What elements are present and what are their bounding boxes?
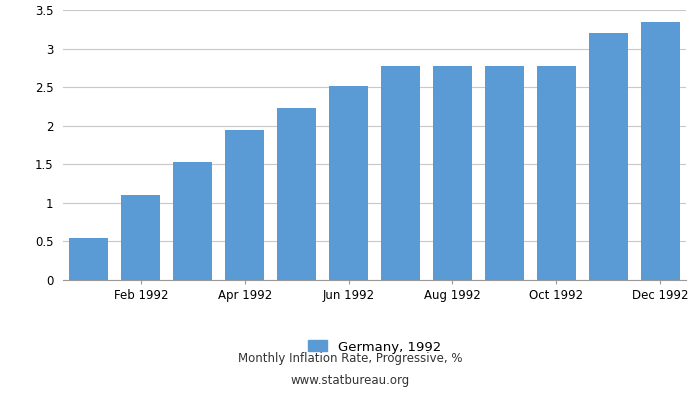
Bar [225,130,264,280]
Bar [381,66,420,280]
Bar [640,22,680,280]
Text: www.statbureau.org: www.statbureau.org [290,374,410,387]
Legend: Germany, 1992: Germany, 1992 [302,335,447,359]
Text: Monthly Inflation Rate, Progressive, %: Monthly Inflation Rate, Progressive, % [238,352,462,365]
Bar [69,238,108,280]
Bar [121,195,160,280]
Bar [537,66,575,280]
Bar [589,33,628,280]
Bar [174,162,212,280]
Bar [485,66,524,280]
Bar [329,86,368,280]
Bar [433,66,472,280]
Bar [277,108,316,280]
